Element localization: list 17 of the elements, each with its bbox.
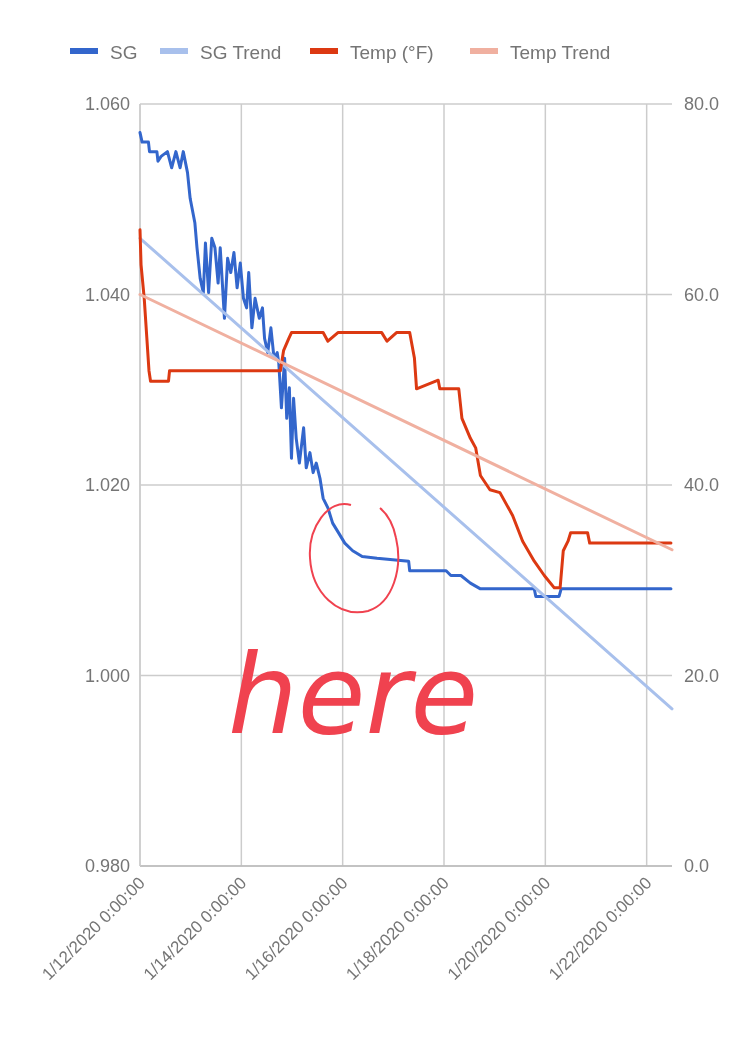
legend-label: Temp Trend <box>510 42 611 63</box>
y2-tick-label: 20.0 <box>684 665 720 686</box>
legend-label: Temp (°F) <box>350 42 434 63</box>
y-tick-label: 1.040 <box>84 284 130 305</box>
y2-tick-label: 0.0 <box>684 856 710 876</box>
y2-tick-label: 40.0 <box>684 475 720 495</box>
y-tick-label: 1.060 <box>84 94 130 114</box>
annotation: here <box>228 631 479 759</box>
y2-tick-label: 60.0 <box>684 284 720 305</box>
line-series <box>138 131 673 598</box>
y-tick-label: 1.000 <box>84 665 130 686</box>
legend-label: SG Trend <box>200 42 282 63</box>
y-tick-label: 1.020 <box>84 475 130 495</box>
y2-tick-label: 80.0 <box>684 94 720 114</box>
y-tick-label: 0.980 <box>84 856 130 876</box>
line-series <box>138 228 673 590</box>
legend-label: SG <box>110 42 138 63</box>
